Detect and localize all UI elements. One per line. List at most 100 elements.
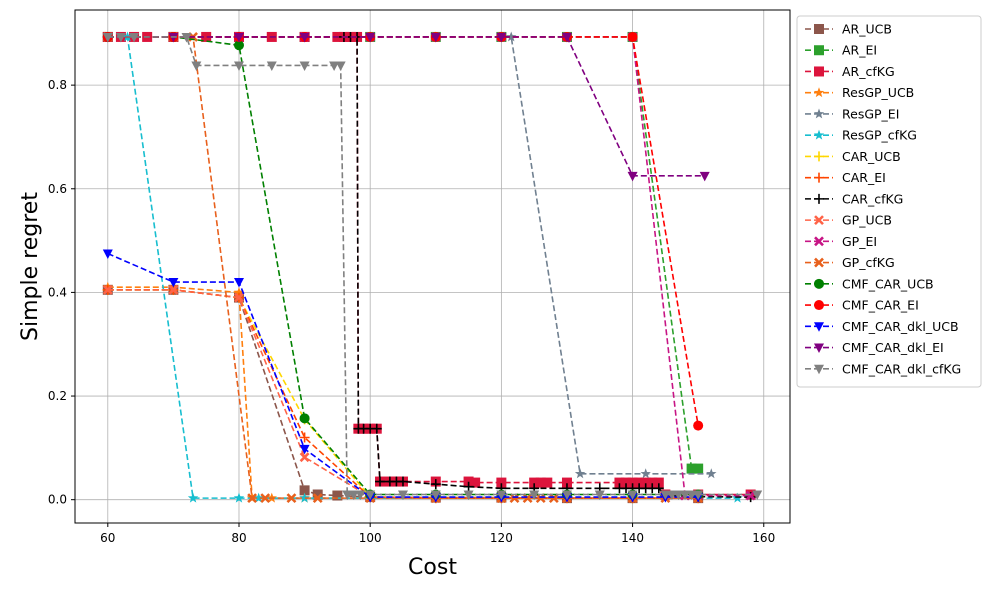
data-point [129, 32, 140, 43]
x-tick-label: 160 [752, 531, 775, 545]
data-point [115, 32, 126, 43]
legend-marker [813, 108, 825, 119]
legend-label: AR_UCB [842, 22, 892, 37]
legend-label: CAR_UCB [842, 149, 901, 164]
legend-label: CMF_CAR_UCB [842, 276, 934, 291]
data-point [693, 420, 704, 431]
data-point [102, 32, 113, 43]
data-point [561, 477, 572, 488]
data-point [686, 463, 697, 474]
legend-entry: CAR_EI [805, 170, 886, 185]
data-point [168, 284, 179, 295]
data-point [505, 31, 517, 42]
data-point [260, 493, 271, 504]
data-point [201, 31, 212, 42]
data-point [365, 32, 376, 43]
data-point [233, 32, 244, 43]
legend-label: AR_cfKG [842, 64, 895, 79]
series-ar-ucb [102, 284, 704, 504]
series-line [107, 289, 699, 499]
data-point [627, 477, 638, 488]
legend-marker [814, 300, 824, 311]
series-line [107, 36, 758, 496]
legend-marker [814, 257, 824, 268]
data-point [355, 490, 366, 500]
data-point [234, 292, 244, 303]
data-point [286, 493, 297, 504]
data-point [299, 444, 310, 455]
legend-marker [814, 236, 824, 247]
legend-label: CMF_CAR_dkl_EI [842, 340, 944, 355]
data-point [693, 490, 704, 500]
data-point [181, 32, 192, 43]
data-point [102, 284, 113, 295]
legend-entry: ResGP_cfKG [805, 128, 917, 143]
data-point [191, 61, 202, 71]
data-point [522, 493, 533, 504]
data-point [342, 490, 353, 500]
data-point [660, 490, 671, 500]
series-ar-cfkg [102, 31, 756, 500]
data-point [634, 477, 645, 488]
data-point [253, 492, 264, 503]
legend-marker [814, 215, 824, 226]
data-point [463, 481, 474, 492]
legend-label: ResGP_UCB [842, 85, 914, 100]
series-line [107, 36, 699, 426]
legend-entry: GP_cfKG [805, 255, 895, 270]
legend-entry: CMF_CAR_dkl_UCB [805, 319, 959, 334]
series-resgp-ei [102, 31, 717, 479]
data-point [627, 490, 638, 500]
series-line [107, 36, 712, 475]
legend-label: CAR_EI [842, 170, 886, 185]
data-point [627, 31, 638, 42]
y-tick-label: 0.6 [48, 182, 67, 196]
data-point [529, 477, 540, 488]
series-line [107, 252, 699, 498]
data-point [529, 490, 540, 500]
data-point [233, 61, 244, 71]
data-point [266, 61, 277, 71]
y-tick-label: 0.4 [48, 285, 67, 299]
legend-label: ResGP_cfKG [842, 128, 917, 143]
legend-marker [814, 193, 824, 204]
data-point [745, 490, 756, 501]
series-layer [102, 31, 763, 504]
legend-marker [813, 87, 825, 98]
x-tick-label: 100 [359, 531, 382, 545]
data-point [233, 278, 244, 288]
legend-entry: ResGP_UCB [805, 85, 914, 100]
data-point [348, 490, 359, 500]
legend-entry: CMF_CAR_dkl_EI [805, 340, 944, 355]
legend-entry: CAR_cfKG [805, 191, 903, 206]
data-point [594, 490, 605, 500]
data-point [640, 477, 651, 488]
data-point [371, 423, 382, 434]
data-point [365, 490, 376, 500]
data-point [233, 40, 244, 51]
series-line [107, 289, 699, 499]
series-cmf-car-ucb [102, 31, 704, 500]
series-line [107, 36, 699, 496]
legend-entry: AR_cfKG [805, 64, 895, 79]
data-point [509, 493, 520, 504]
x-tick-label: 60 [100, 531, 115, 545]
series-gp-ucb [102, 284, 704, 504]
data-point [653, 483, 664, 494]
data-point [614, 477, 625, 488]
legend-label: GP_EI [842, 234, 877, 249]
series-line [107, 289, 699, 499]
ticks: 60 80 100 120 140 160 0.0 0.2 0.4 0.6 0.8 [48, 78, 775, 545]
series-gp-cfkg [102, 32, 704, 504]
data-point [299, 492, 310, 503]
data-point [430, 32, 441, 43]
legend-label: CMF_CAR_EI [842, 298, 919, 313]
data-point [640, 468, 651, 479]
data-point [496, 32, 507, 43]
data-point [752, 490, 763, 500]
series-gp-ei [102, 32, 756, 501]
series-line [107, 36, 751, 498]
data-point [627, 171, 638, 182]
series-resgp-ucb [102, 281, 704, 503]
series-line [107, 36, 705, 177]
